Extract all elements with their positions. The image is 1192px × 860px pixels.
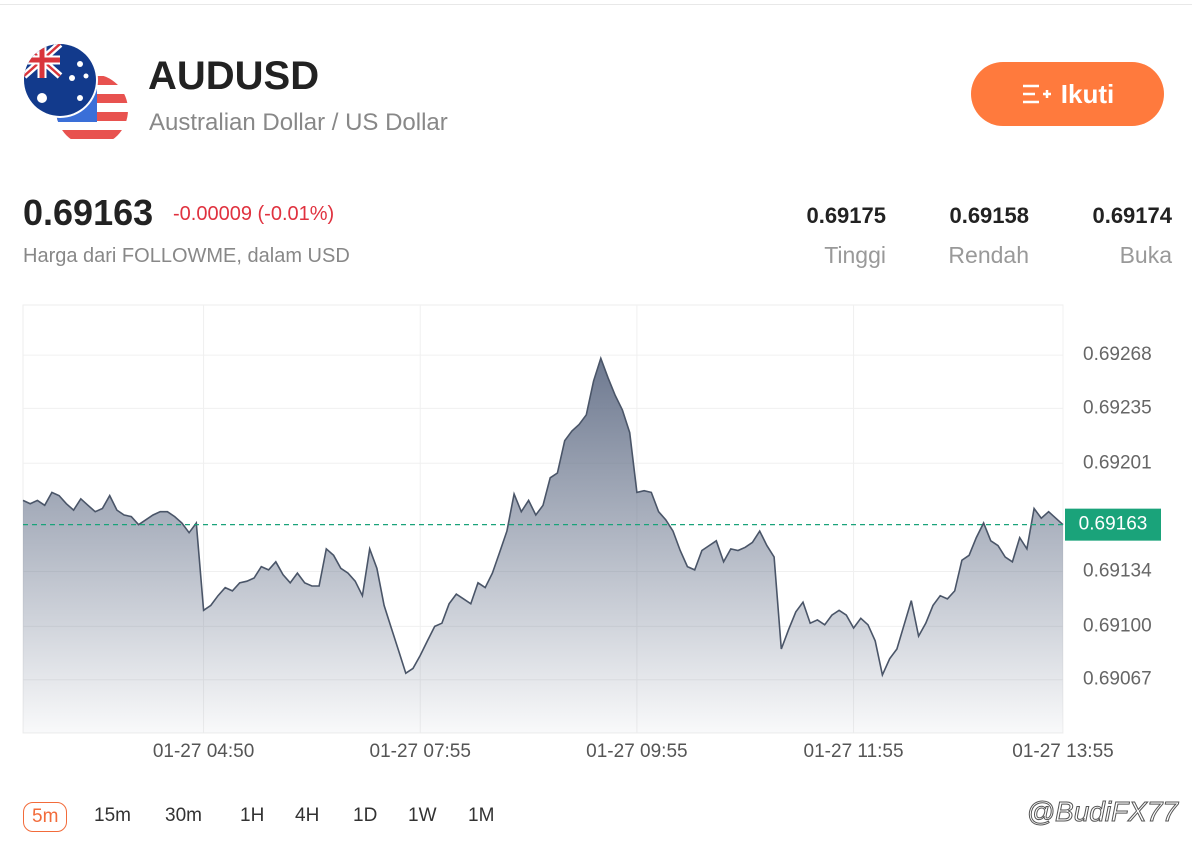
stat-value: 0.69158 <box>949 203 1029 228</box>
follow-icon <box>1022 84 1051 104</box>
timeframe-button[interactable]: 1M <box>468 805 495 826</box>
timeframe-button[interactable]: 5m <box>23 802 68 832</box>
flags <box>22 42 128 146</box>
timeframe-button[interactable]: 30m <box>165 805 202 826</box>
timeframe-button[interactable]: 1W <box>408 805 437 826</box>
follow-label: Ikuti <box>1060 78 1115 109</box>
price: 0.69163 <box>23 192 154 233</box>
y-tick-label: 0.69235 <box>1083 397 1152 418</box>
last-price-label: 0.69163 <box>1079 514 1148 535</box>
chart: 0.69268 0.69235 0.69201 0.69134 0.69100 0.690… <box>22 304 1161 762</box>
y-tick-label: 0.69067 <box>1083 669 1152 690</box>
timeframe-button[interactable]: 1H <box>240 805 265 826</box>
last-price-box <box>1065 508 1161 541</box>
price-line <box>22 355 1064 678</box>
price-change: -0.00009 (-0.01%) <box>173 203 335 225</box>
top-border <box>0 4 1192 5</box>
price-source: Harga dari FOLLOWME, dalam USD <box>23 245 350 267</box>
stat-label: Rendah <box>948 242 1029 268</box>
stat-label: Tinggi <box>824 242 886 268</box>
y-tick-label: 0.69201 <box>1083 452 1152 473</box>
y-tick-label: 0.69268 <box>1083 344 1152 365</box>
timeframe-button[interactable]: 4H <box>295 805 320 826</box>
stat-label: Buka <box>1119 242 1172 268</box>
x-tick-label: 01-27 13:55 <box>1012 741 1113 762</box>
symbol-name: Australian Dollar / US Dollar <box>149 109 448 136</box>
timeframe-button[interactable]: 1D <box>353 805 378 826</box>
x-tick-label: 01-27 11:55 <box>804 741 904 762</box>
watermark: @BudiFX77 <box>1026 796 1178 828</box>
area <box>23 358 1063 733</box>
y-tick-label: 0.69100 <box>1083 615 1152 636</box>
stat-value: 0.69174 <box>1092 203 1172 228</box>
x-tick-label: 01-27 09:55 <box>586 741 687 762</box>
stat-value: 0.69175 <box>806 203 886 228</box>
y-tick-label: 0.69134 <box>1083 561 1152 582</box>
x-tick-label: 01-27 07:55 <box>370 741 471 762</box>
timeframe-button[interactable]: 15m <box>94 805 131 826</box>
follow-button[interactable]: Ikuti <box>971 62 1164 126</box>
symbol: AUDUSD <box>148 54 320 98</box>
x-tick-label: 01-27 04:50 <box>153 741 254 762</box>
